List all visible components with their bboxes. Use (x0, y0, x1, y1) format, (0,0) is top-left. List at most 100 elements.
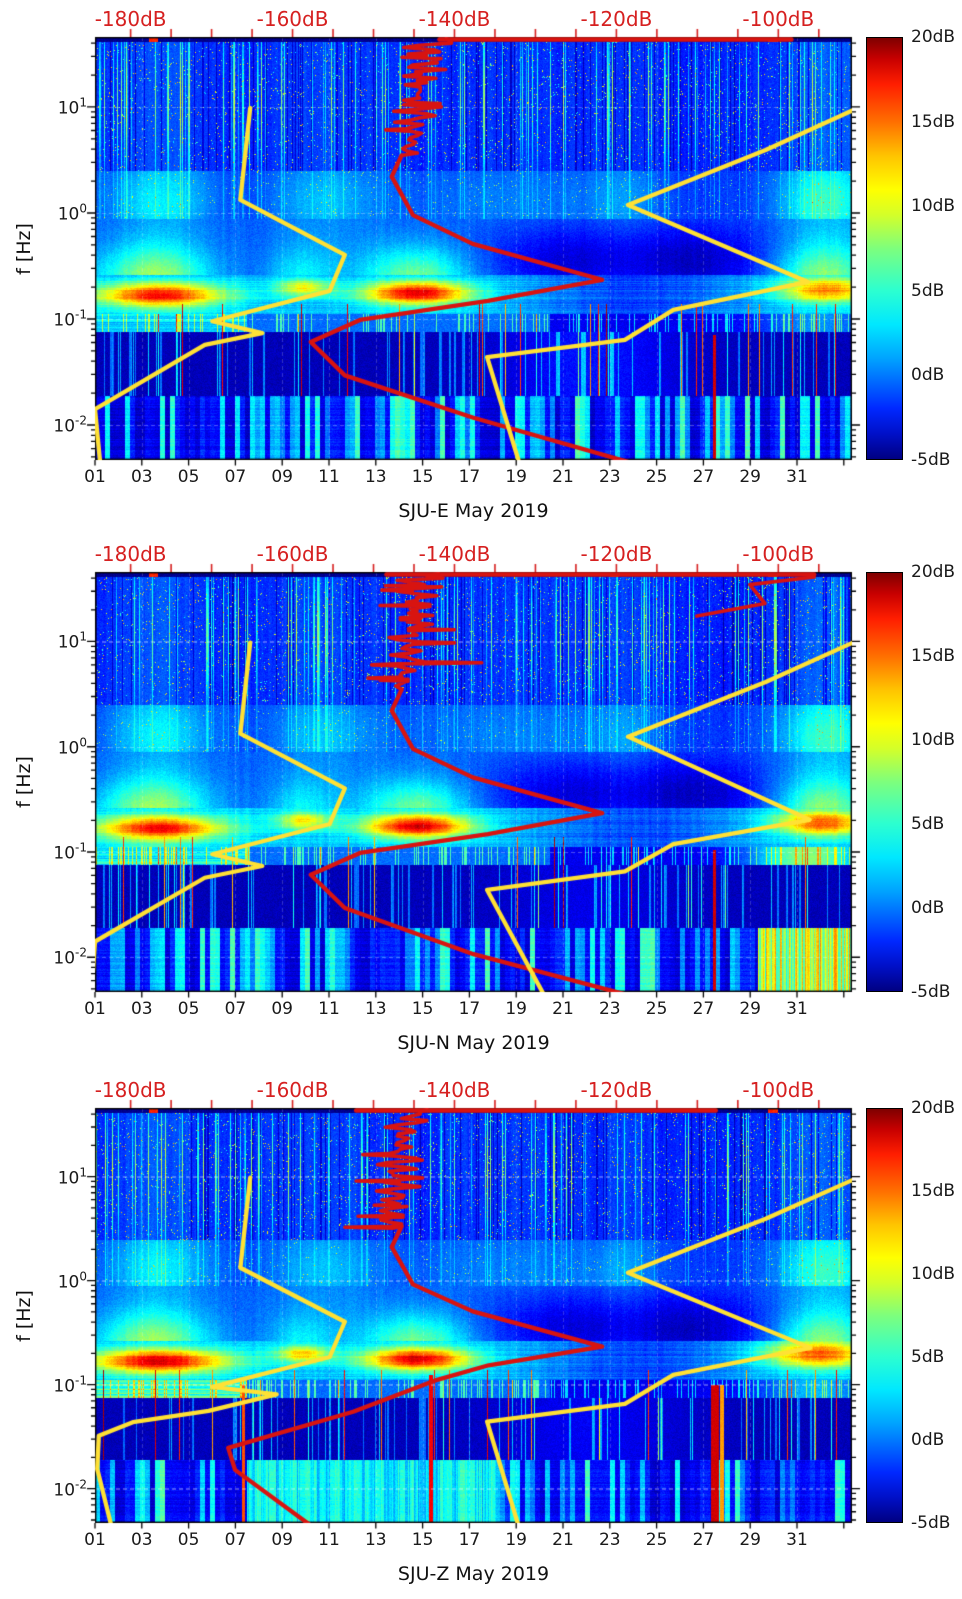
x-axis-day-label: 01 (84, 1530, 106, 1550)
top-axis-db-label: -120dB (580, 1078, 653, 1102)
x-axis-day-label: 19 (505, 999, 528, 1019)
x-axis-day-label: 03 (130, 467, 153, 487)
x-axis-day-label: 21 (552, 467, 574, 487)
y-axis-decade-label: 100 (57, 201, 87, 225)
top-axis-db-label: -160dB (256, 1078, 329, 1102)
colorbar-db-label: 15dB (911, 646, 956, 666)
x-axis-day-label: 05 (177, 999, 200, 1019)
x-axis-day-label: 31 (786, 999, 808, 1019)
x-axis-day-label: 17 (458, 999, 481, 1019)
y-axis-decade-label: 100 (57, 735, 87, 759)
x-axis-day-label: 21 (552, 1530, 574, 1550)
colorbar-db-label: 15dB (911, 1181, 956, 1201)
x-axis-day-label: 19 (505, 467, 528, 487)
spectrogram-canvas-sju-e (83, 25, 864, 472)
y-axis-decade-label: 10-2 (53, 945, 87, 969)
x-axis-day-label: 09 (271, 467, 294, 487)
x-axis-day-label: 15 (411, 999, 434, 1019)
colorbar-db-label: 20dB (911, 562, 956, 582)
y-axis-decade-label: 101 (57, 95, 87, 119)
top-axis-db-label: -120dB (580, 7, 653, 31)
panel-title: SJU-Z May 2019 (397, 1563, 550, 1585)
y-axis-decade-label: 10-1 (53, 307, 87, 331)
colorbar-db-label: -5dB (911, 982, 951, 1002)
colorbar-db-label: 20dB (911, 1098, 956, 1118)
x-axis-day-label: 23 (598, 1530, 621, 1550)
x-axis-day-label: 31 (786, 467, 808, 487)
colorbar-db-label: -5dB (911, 450, 951, 470)
y-axis-decade-label: 101 (57, 630, 87, 653)
x-axis-day-label: 09 (271, 1530, 294, 1550)
y-axis-decade-label: 10-1 (53, 1373, 87, 1396)
x-axis-day-label: 27 (692, 467, 715, 487)
spectrogram-canvas-sju-n (83, 560, 864, 1004)
colorbar (866, 572, 903, 992)
x-axis-day-label: 07 (224, 999, 247, 1019)
colorbar-gradient (867, 573, 902, 991)
colorbar-gradient (867, 38, 902, 459)
x-axis-day-label: 05 (177, 467, 200, 487)
top-axis-db-label: -100dB (742, 1078, 815, 1102)
x-axis-day-label: 05 (177, 1530, 200, 1550)
top-axis-db-label: -100dB (742, 7, 815, 31)
colorbar-db-label: 20dB (911, 27, 956, 47)
top-axis-db-label: -180dB (94, 1078, 167, 1102)
y-axis-decade-label: 10-2 (53, 1477, 87, 1500)
x-axis-day-label: 27 (692, 1530, 715, 1550)
x-axis-day-label: 21 (552, 999, 574, 1019)
colorbar-db-label: 15dB (911, 111, 956, 132)
x-axis-day-label: 29 (739, 1530, 762, 1550)
top-axis-db-label: -140dB (418, 7, 491, 31)
y-axis-title: f [Hz] (13, 1289, 35, 1342)
y-axis-decade-label: 10-2 (53, 413, 87, 437)
x-axis-day-label: 13 (364, 467, 387, 487)
colorbar-db-label: 5dB (911, 1347, 945, 1367)
colorbar-db-label: 0dB (911, 1430, 945, 1450)
x-axis-day-label: 03 (130, 999, 153, 1019)
top-axis-db-label: -160dB (256, 7, 329, 31)
y-axis-title: f [Hz] (13, 756, 35, 808)
x-axis-day-label: 13 (364, 999, 387, 1019)
colorbar-db-label: 10dB (911, 730, 956, 750)
x-axis-day-label: 31 (786, 1530, 808, 1550)
spectrogram-canvas-sju-z (83, 1096, 864, 1535)
x-axis-day-label: 09 (271, 999, 294, 1019)
x-axis-day-label: 23 (598, 999, 621, 1019)
x-axis-day-label: 17 (458, 467, 481, 487)
panel-title: SJU-E May 2019 (398, 500, 549, 522)
x-axis-day-label: 25 (645, 999, 668, 1019)
x-axis-day-label: 01 (84, 999, 106, 1019)
x-axis-day-label: 27 (692, 999, 715, 1019)
x-axis-day-label: 17 (458, 1530, 481, 1550)
x-axis-day-label: 13 (364, 1530, 387, 1550)
x-axis-day-label: 07 (224, 467, 247, 487)
colorbar-db-label: -5dB (911, 1513, 951, 1533)
top-axis-db-label: -180dB (94, 542, 167, 566)
x-axis-day-label: 23 (598, 467, 621, 487)
colorbar-db-label: 0dB (911, 898, 945, 918)
panel-title: SJU-N May 2019 (397, 1032, 550, 1054)
top-axis-db-label: -120dB (580, 542, 653, 566)
colorbar-db-label: 5dB (911, 814, 945, 834)
x-axis-day-label: 25 (645, 1530, 668, 1550)
colorbar-gradient (867, 1109, 902, 1522)
colorbar-db-label: 10dB (911, 196, 956, 217)
colorbar (866, 37, 903, 460)
top-axis-db-label: -100dB (742, 542, 815, 566)
colorbar-db-label: 0dB (911, 365, 945, 386)
top-axis-db-label: -140dB (418, 542, 491, 566)
top-axis-db-label: -140dB (418, 1078, 491, 1102)
y-axis-title: f [Hz] (13, 222, 35, 275)
x-axis-day-label: 03 (130, 1530, 153, 1550)
x-axis-day-label: 11 (318, 1530, 340, 1550)
x-axis-day-label: 11 (318, 999, 340, 1019)
top-axis-db-label: -180dB (94, 7, 167, 31)
x-axis-day-label: 29 (739, 999, 762, 1019)
y-axis-decade-label: 10-1 (53, 840, 87, 864)
top-axis-db-label: -160dB (256, 542, 329, 566)
x-axis-day-label: 15 (411, 467, 434, 487)
colorbar-db-label: 5dB (911, 280, 945, 301)
x-axis-day-label: 25 (645, 467, 668, 487)
x-axis-day-label: 01 (84, 467, 106, 487)
